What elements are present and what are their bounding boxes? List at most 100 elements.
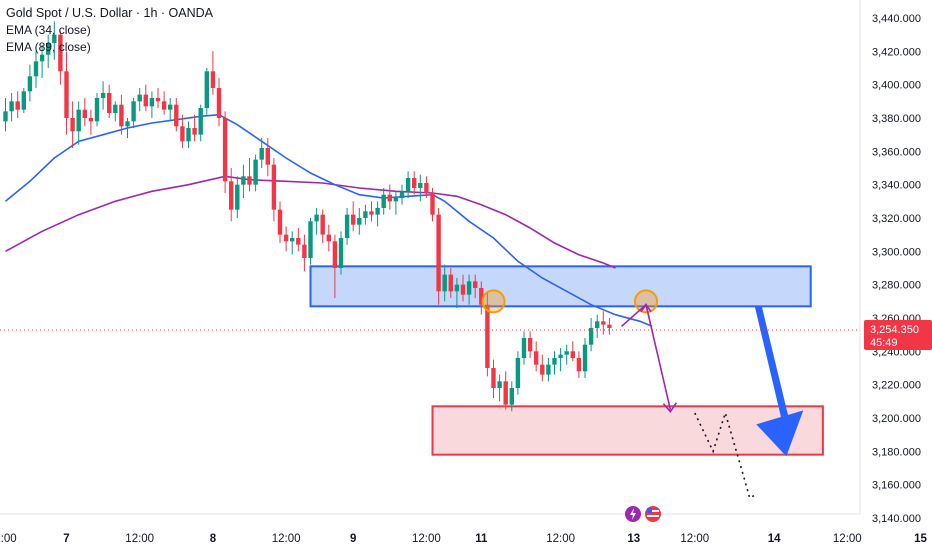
candle-up [204,67,209,115]
candle-body [259,147,264,160]
candle-body [308,221,313,258]
candle-down [161,91,167,115]
candle-up [558,347,563,372]
candle-down [332,234,338,298]
candle-down [503,371,508,410]
candle-body [436,214,441,292]
candle-body [338,237,344,268]
current-price-value: 3,254.350 [870,324,919,336]
candle-up [76,101,81,145]
candle-up [418,174,423,202]
forecast-arrow-head [756,410,804,457]
candle-body [485,304,490,368]
projection-peak-arrowhead [640,303,652,313]
legend-title: Gold Spot / U.S. Dollar · 1h · OANDA [6,6,214,20]
candle-down [265,137,270,177]
candle-body [210,71,216,88]
candle-body [229,181,234,210]
candle-up [588,317,594,352]
candle-up [137,87,142,112]
candle-up [235,176,240,218]
candle-up [515,351,521,395]
candle-body [357,217,362,225]
candle-down [180,114,185,148]
candle-body [448,274,453,292]
candle-down [174,97,179,132]
candle-down [570,341,575,362]
price-tick-label: 3,140.000 [872,513,921,525]
candle-down [283,226,289,252]
candle-down [491,359,496,398]
candle-body [70,117,75,132]
candle-body [375,207,380,215]
price-axis[interactable]: 3,440.000 3,420.000 3,400.000 3,380.000 3,36… [872,13,921,525]
candle-body [332,241,338,268]
candle-down [302,234,307,272]
candle-up [454,277,460,308]
candle-body [277,209,283,235]
time-tick-label: 9 [350,533,356,545]
candle-body [113,104,118,113]
price-tick-label: 3,200.000 [872,413,921,425]
candle-body [351,214,356,225]
candle-body [442,274,447,292]
candle-down [485,292,490,377]
candle-down [320,209,325,243]
candle-body [94,97,100,122]
time-axis[interactable]: 2:00 7 12:00 8 12:00 9 12:00 11 12:00 13 12:00 14 12… [0,533,927,545]
candle-body [412,177,417,188]
candle-up [21,87,26,113]
candle-down [369,201,374,222]
event-icons[interactable] [625,506,661,522]
candle-down [229,167,234,222]
candle-down [412,171,417,195]
candle-body [326,234,331,242]
price-tick-label: 3,180.000 [872,446,921,458]
time-tick-label: 12:00 [125,533,154,545]
candle-up [521,331,527,365]
candle-up [363,204,368,225]
candle-up [33,51,39,88]
candle-up [375,201,380,227]
candle-body [521,337,527,358]
projection-path [621,303,672,410]
candle-body [430,192,435,215]
candle-down [210,51,216,95]
candle-body [39,54,45,62]
price-tick-label: 3,360.000 [872,146,921,158]
candle-body [58,34,63,72]
candle-body [363,211,368,218]
candle-body [100,92,106,98]
candle-down [473,274,478,298]
candle-up [308,217,313,265]
candle-body [588,327,594,345]
candle-down [107,84,112,118]
candle-body [503,381,508,405]
candle-down [70,101,75,148]
candle-down [424,176,429,198]
price-tick-label: 3,280.000 [872,280,921,292]
candle-body [595,321,600,328]
candle-body [424,182,429,193]
candle-body [515,357,521,388]
candle-up [131,97,136,128]
candle-body [222,117,228,182]
candle-body [76,109,81,132]
time-tick-label: 7 [63,533,69,545]
bar-countdown: 45:49 [870,337,898,349]
candle-down [296,227,301,252]
candle-body [82,109,87,118]
candle-body [344,214,350,238]
candle-up [290,231,295,255]
candle-down [58,31,63,85]
candle-body [168,104,173,110]
ema-lines [4,113,653,328]
candle-body [491,367,496,388]
candle-down [216,77,222,127]
candle-body [296,237,301,245]
touch-marker [634,289,658,314]
legend-ema-34: EMA (34, close) [6,23,91,37]
candle-body [320,214,325,235]
candle-body [405,177,411,192]
